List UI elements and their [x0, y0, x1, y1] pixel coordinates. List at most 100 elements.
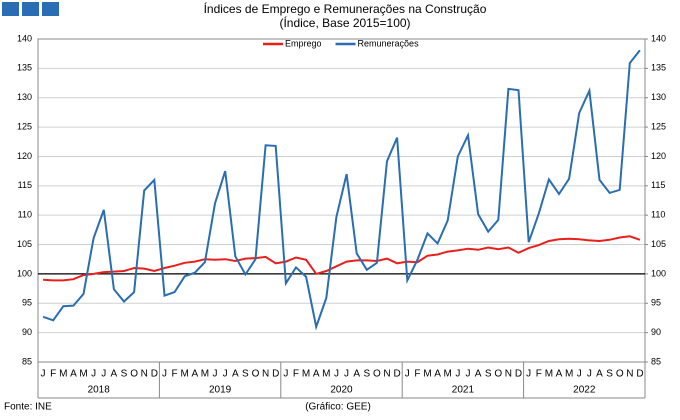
y-tick-label: 90	[22, 327, 32, 337]
x-tick-label: A	[556, 369, 563, 380]
x-tick-label: D	[394, 369, 401, 380]
x-tick-label: F	[172, 369, 178, 380]
x-tick-label: M	[79, 369, 87, 380]
y2-tick-label: 90	[651, 327, 661, 337]
series-line	[43, 235, 641, 282]
year-label: 2018	[88, 385, 111, 396]
y-tick-label: 135	[17, 63, 32, 73]
legend-label: Remunerações	[358, 38, 420, 48]
x-tick-label: M	[545, 369, 553, 380]
logo-block	[42, 2, 59, 16]
x-tick-label: J	[455, 369, 460, 380]
x-tick-label: M	[302, 369, 310, 380]
x-tick-label: A	[232, 369, 239, 380]
x-tick-label: A	[353, 369, 360, 380]
x-tick-label: M	[423, 369, 431, 380]
x-tick-label: M	[565, 369, 573, 380]
x-tick-label: N	[505, 369, 512, 380]
y-tick-label: 110	[18, 210, 32, 220]
series-line	[42, 49, 641, 331]
chart-subtitle: (Índice, Base 2015=100)	[279, 15, 410, 30]
year-label: 2022	[573, 385, 596, 396]
x-tick-label: O	[494, 369, 502, 380]
x-tick-label: J	[344, 369, 349, 380]
x-tick-label: S	[606, 369, 613, 380]
year-label: 2019	[209, 385, 232, 396]
logo-block	[2, 2, 19, 16]
x-tick-label: F	[50, 369, 56, 380]
y-tick-label: 85	[22, 356, 32, 366]
x-tick-label: N	[626, 369, 633, 380]
x-tick-label: N	[141, 369, 148, 380]
x-tick-label: M	[201, 369, 209, 380]
y-tick-label: 120	[17, 151, 32, 161]
x-tick-label: D	[272, 369, 279, 380]
x-tick-label: N	[262, 369, 269, 380]
credit: (Gráfico: GEE)	[305, 402, 371, 413]
y2-tick-label: 130	[651, 92, 666, 102]
y-tick-label: 100	[17, 268, 32, 278]
x-tick-label: J	[283, 369, 288, 380]
x-tick-label: M	[322, 369, 330, 380]
x-tick-label: F	[293, 369, 299, 380]
x-tick-label: A	[70, 369, 77, 380]
x-tick-label: M	[59, 369, 67, 380]
y2-tick-label: 135	[651, 63, 666, 73]
y-tick-label: 125	[17, 121, 32, 131]
y2-tick-label: 85	[651, 356, 661, 366]
y-tick-label: 105	[17, 239, 32, 249]
y-tick-label: 130	[17, 92, 32, 102]
x-tick-label: A	[191, 369, 198, 380]
legend-label: Emprego	[285, 38, 322, 48]
y2-tick-label: 105	[651, 239, 666, 249]
x-tick-label: F	[536, 369, 542, 380]
y2-tick-label: 100	[651, 268, 666, 278]
source: Fonte: INE	[4, 402, 52, 413]
x-tick-label: J	[213, 369, 218, 380]
y2-tick-label: 120	[651, 151, 666, 161]
x-tick-label: A	[475, 369, 482, 380]
x-tick-label: S	[242, 369, 249, 380]
y2-tick-label: 115	[651, 180, 665, 190]
x-tick-label: D	[151, 369, 158, 380]
x-tick-label: S	[363, 369, 370, 380]
x-tick-label: J	[587, 369, 592, 380]
x-tick-label: A	[313, 369, 320, 380]
y2-tick-label: 95	[651, 298, 661, 308]
x-tick-label: D	[515, 369, 522, 380]
x-tick-label: J	[223, 369, 228, 380]
y-tick-label: 115	[18, 180, 32, 190]
x-tick-label: O	[130, 369, 138, 380]
plot-frame	[37, 38, 646, 363]
x-tick-label: M	[181, 369, 189, 380]
x-tick-label: J	[334, 369, 339, 380]
y2-tick-label: 140	[651, 33, 666, 43]
x-tick-label: M	[444, 369, 452, 380]
x-tick-label: S	[485, 369, 492, 380]
x-tick-label: F	[414, 369, 420, 380]
x-tick-label: A	[111, 369, 118, 380]
chart-title: Índices de Emprego e Remunerações na Con…	[204, 1, 487, 16]
x-tick-label: J	[91, 369, 96, 380]
x-tick-label: O	[616, 369, 624, 380]
x-tick-label: J	[162, 369, 167, 380]
y2-tick-label: 110	[651, 210, 665, 220]
x-tick-label: O	[252, 369, 260, 380]
year-label: 2021	[452, 385, 475, 396]
x-tick-label: J	[577, 369, 582, 380]
logo-block	[22, 2, 39, 16]
x-tick-label: O	[373, 369, 381, 380]
x-tick-label: J	[41, 369, 46, 380]
x-tick-label: D	[636, 369, 643, 380]
y-tick-label: 95	[22, 298, 32, 308]
x-tick-label: J	[405, 369, 410, 380]
x-tick-label: J	[465, 369, 470, 380]
x-tick-label: J	[526, 369, 531, 380]
x-tick-label: A	[434, 369, 441, 380]
year-label: 2020	[330, 385, 353, 396]
x-tick-label: S	[121, 369, 128, 380]
x-tick-label: J	[101, 369, 106, 380]
x-tick-label: N	[383, 369, 390, 380]
y-tick-label: 140	[17, 33, 32, 43]
